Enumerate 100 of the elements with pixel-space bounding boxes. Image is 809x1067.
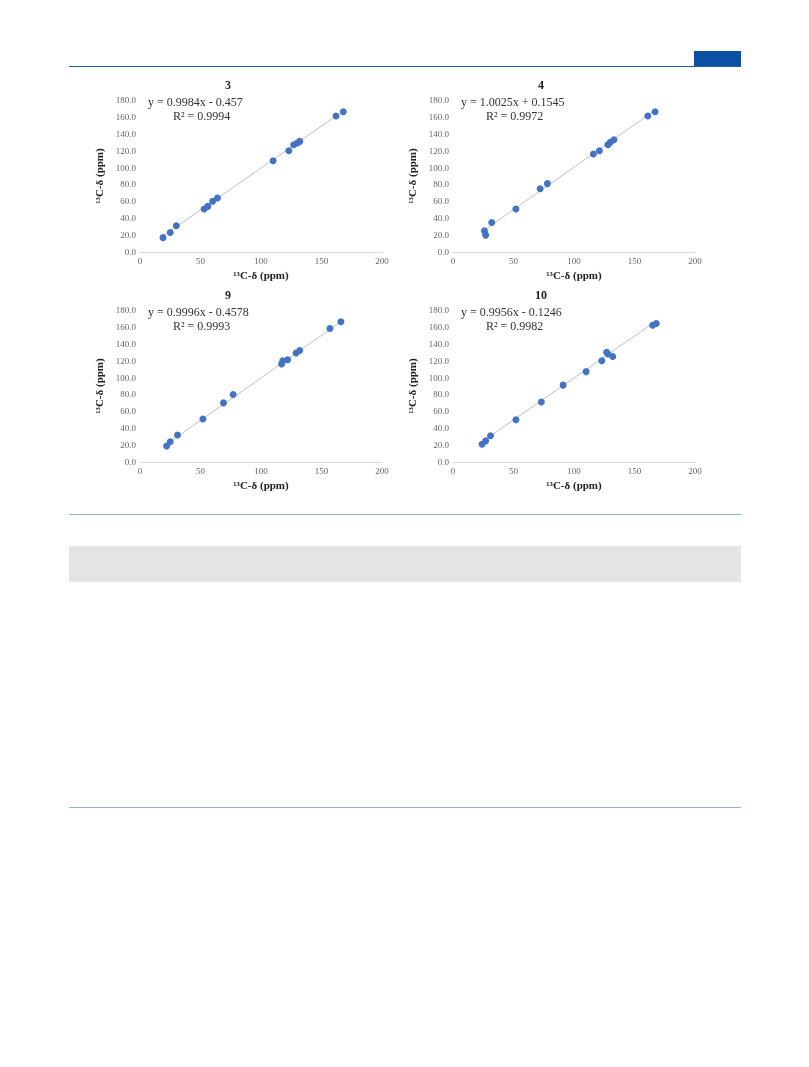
y-tick-label: 0.0 — [124, 247, 137, 257]
y-tick-label: 0.0 — [437, 457, 450, 467]
y-axis-title: ¹³C-δ (ppm) — [92, 147, 106, 204]
x-tick-label: 0 — [137, 465, 143, 476]
point — [229, 390, 237, 398]
point — [166, 438, 174, 446]
y-tick-label: 40.0 — [433, 213, 450, 224]
point — [159, 234, 167, 242]
x-tick-label: 150 — [627, 255, 642, 266]
point — [582, 368, 590, 376]
point — [543, 180, 551, 188]
y-axis-title: ¹³C-δ (ppm) — [405, 357, 419, 414]
x-tick-label: 150 — [314, 255, 329, 266]
x-tick-label: 0 — [137, 255, 143, 266]
y-tick-label: 40.0 — [120, 213, 137, 224]
y-tick-label: 100.0 — [428, 162, 450, 173]
point — [609, 352, 617, 360]
point — [326, 325, 334, 333]
annotation: R² = 0.9972 — [486, 109, 544, 123]
y-tick-label: 20.0 — [433, 230, 450, 241]
point — [213, 194, 221, 202]
point — [559, 381, 567, 389]
annotation: y = 1.0025x + 0.1545 — [461, 95, 565, 109]
y-tick-label: 20.0 — [120, 230, 137, 241]
y-tick-label: 80.0 — [433, 179, 450, 190]
annotation: R² = 0.9993 — [173, 319, 231, 333]
point — [166, 229, 174, 237]
point — [512, 416, 520, 424]
y-tick-label: 140.0 — [115, 338, 137, 349]
point — [589, 150, 597, 158]
x-axis-title: ¹³C-δ (ppm) — [546, 479, 603, 493]
point — [220, 399, 227, 407]
x-tick-label: 50 — [196, 465, 206, 476]
y-tick-label: 100.0 — [115, 162, 137, 173]
x-tick-label: 100 — [254, 255, 269, 266]
y-tick-label: 60.0 — [433, 406, 450, 417]
x-tick-label: 0 — [450, 465, 456, 476]
y-tick-label: 160.0 — [428, 321, 450, 332]
point — [482, 437, 490, 445]
y-tick-label: 20.0 — [120, 440, 137, 451]
x-tick-label: 50 — [509, 255, 519, 266]
point — [595, 147, 603, 155]
y-tick-label: 40.0 — [433, 423, 450, 434]
y-tick-label: 80.0 — [120, 389, 137, 400]
point — [487, 432, 495, 440]
point — [598, 357, 606, 365]
y-tick-label: 120.0 — [115, 145, 137, 156]
point — [610, 136, 618, 144]
y-tick-label: 0.0 — [437, 247, 450, 257]
x-tick-label: 100 — [254, 465, 269, 476]
y-tick-label: 120.0 — [428, 355, 450, 366]
x-tick-label: 0 — [450, 255, 456, 266]
y-tick-label: 100.0 — [115, 372, 137, 383]
annotation: y = 0.9984x - 0.457 — [148, 95, 243, 109]
x-tick-label: 200 — [688, 255, 703, 266]
x-axis-title: ¹³C-δ (ppm) — [546, 269, 603, 283]
point — [536, 185, 544, 193]
chart-title: 10 — [535, 288, 547, 302]
y-tick-label: 40.0 — [120, 423, 137, 434]
point — [651, 108, 659, 116]
x-tick-label: 50 — [196, 255, 206, 266]
point — [209, 197, 217, 205]
annotation: y = 0.9956x - 0.1246 — [461, 305, 562, 319]
y-tick-label: 140.0 — [115, 128, 137, 139]
y-tick-label: 20.0 — [433, 440, 450, 451]
point — [337, 318, 345, 326]
x-tick-label: 100 — [567, 465, 582, 476]
point — [174, 431, 182, 439]
annotation: R² = 0.9982 — [486, 319, 544, 333]
point — [296, 347, 304, 355]
point — [204, 202, 212, 210]
y-tick-label: 140.0 — [428, 338, 450, 349]
y-tick-label: 60.0 — [120, 406, 137, 417]
y-tick-label: 140.0 — [428, 128, 450, 139]
y-tick-label: 180.0 — [428, 95, 450, 105]
chart-title: 4 — [538, 78, 544, 92]
x-tick-label: 50 — [509, 465, 519, 476]
y-axis-title: ¹³C-δ (ppm) — [92, 357, 106, 414]
point — [172, 222, 180, 230]
y-tick-label: 120.0 — [428, 145, 450, 156]
x-tick-label: 200 — [375, 465, 390, 476]
y-tick-label: 160.0 — [115, 111, 137, 122]
point — [488, 218, 496, 226]
point — [285, 147, 293, 155]
y-tick-label: 160.0 — [428, 111, 450, 122]
x-tick-label: 100 — [567, 255, 582, 266]
x-tick-label: 150 — [627, 465, 642, 476]
y-tick-label: 160.0 — [115, 321, 137, 332]
annotation: y = 0.9996x - 0.4578 — [148, 305, 249, 319]
x-tick-label: 200 — [688, 465, 703, 476]
y-tick-label: 180.0 — [428, 305, 450, 315]
x-tick-label: 150 — [314, 465, 329, 476]
y-tick-label: 0.0 — [124, 457, 137, 467]
y-axis-title: ¹³C-δ (ppm) — [405, 147, 419, 204]
annotation: R² = 0.9994 — [173, 109, 231, 123]
point — [482, 231, 490, 239]
y-tick-label: 180.0 — [115, 305, 137, 315]
x-tick-label: 200 — [375, 255, 390, 266]
point — [537, 398, 545, 406]
y-tick-label: 60.0 — [120, 196, 137, 207]
